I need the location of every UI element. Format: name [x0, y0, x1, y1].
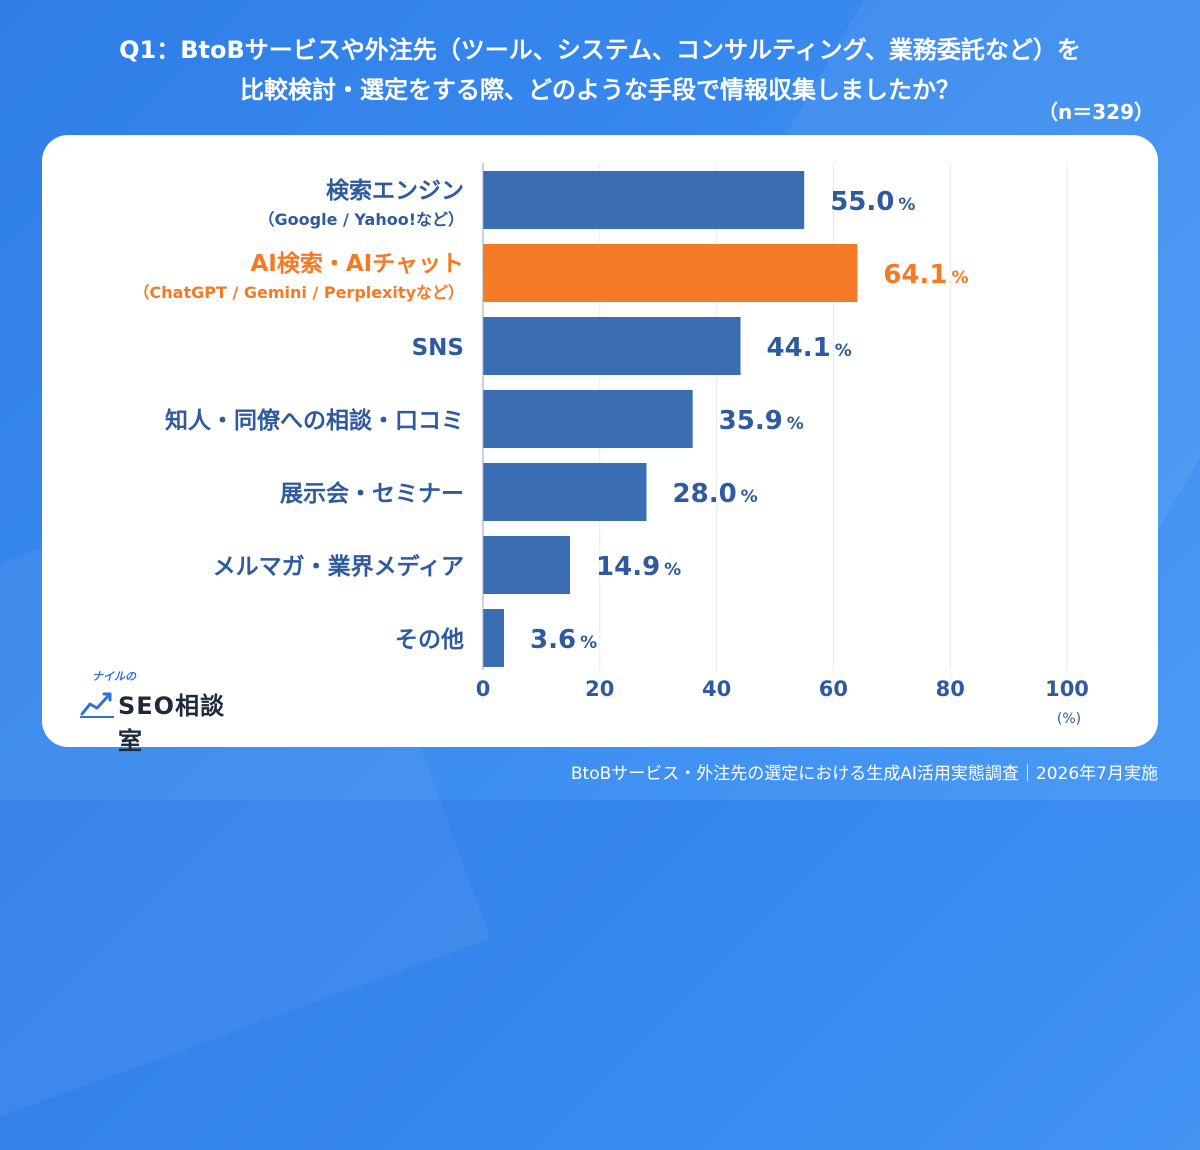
x-tick-label: 100	[1045, 677, 1089, 701]
bar	[483, 317, 741, 375]
value-unit: %	[580, 633, 597, 653]
category-label: 知人・同僚への相談・口コミ	[165, 407, 464, 434]
question-title: Q1：BtoBサービスや外注先（ツール、システム、コンサルティング、業務委託など…	[0, 30, 1200, 110]
bar	[483, 171, 805, 229]
category-label: 展示会・セミナー	[280, 480, 464, 507]
category-sublabel: （ChatGPT / Gemini / Perplexityなど）	[134, 283, 464, 302]
category-sublabel: （Google / Yahoo!など）	[259, 210, 464, 229]
bar-chart: 検索エンジン （Google / Yahoo!など） 55.0 % AI検索・AIチャッ…	[134, 163, 1089, 727]
category-label: 検索エンジン	[326, 178, 464, 204]
x-tick-label: 40	[702, 677, 731, 701]
seo-soudanshitsu-logo: ナイルの SEO相談室	[80, 668, 250, 755]
value-unit: %	[898, 195, 915, 215]
bar	[483, 536, 571, 594]
x-tick-label: 20	[585, 677, 614, 701]
x-axis-unit: (%)	[1057, 711, 1081, 727]
value-unit: %	[952, 268, 969, 288]
value-unit: %	[835, 341, 852, 361]
bar	[483, 463, 647, 521]
value-unit: %	[741, 487, 758, 507]
bar	[483, 390, 693, 448]
sample-size: （n＝329）	[1038, 100, 1154, 124]
category-label: メルマガ・業界メディア	[213, 553, 464, 580]
value-unit: %	[664, 560, 681, 580]
question-line-2: 比較検討・選定をする際、どのような手段で情報収集しましたか？	[240, 76, 960, 104]
bar	[483, 244, 858, 302]
value-label: 64.1%	[883, 260, 968, 290]
question-line-1: Q1：BtoBサービスや外注先（ツール、システム、コンサルティング、業務委託など…	[119, 36, 1081, 64]
value-label: 3.6%	[530, 625, 597, 655]
value-label: 14.9%	[596, 552, 681, 582]
value-label: 55.0%	[830, 187, 915, 217]
footer-caption: BtoBサービス・外注先の選定における生成AI活用実態調査｜2026年7月実施	[570, 764, 1158, 784]
category-label: SNS	[412, 335, 464, 361]
x-tick-label: 80	[936, 677, 965, 701]
category-label: その他	[395, 627, 464, 653]
x-tick-label: 60	[819, 677, 848, 701]
logo-main-text: SEO相談室	[118, 692, 226, 755]
category-label: AI検索・AIチャット	[251, 251, 465, 277]
logo-small-text: ナイルの	[92, 670, 136, 683]
value-unit: %	[787, 414, 804, 434]
value-label: 35.9%	[719, 406, 804, 436]
trend-line-icon	[80, 692, 114, 718]
bar	[483, 609, 505, 667]
value-label: 28.0%	[673, 479, 758, 509]
value-label: 44.1%	[767, 333, 852, 363]
x-tick-label: 0	[476, 677, 491, 701]
chart-card: 検索エンジン （Google / Yahoo!など） 55.0% AI検索・AIチャッ…	[42, 135, 1158, 747]
